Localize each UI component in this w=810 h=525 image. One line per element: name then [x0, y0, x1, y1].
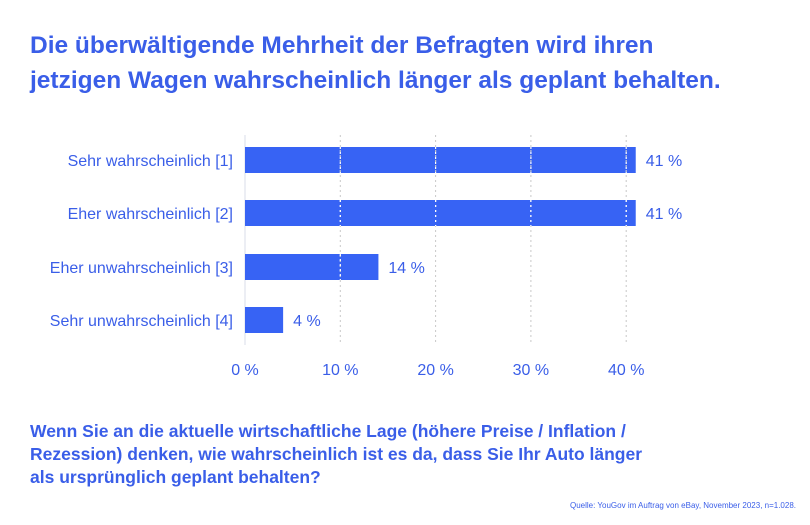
bar — [245, 147, 636, 173]
title-line-1: Die überwältigende Mehrheit der Befragte… — [30, 32, 654, 59]
data-label: 41 % — [646, 153, 682, 170]
category-label: Sehr wahrscheinlich [1] — [68, 153, 233, 170]
data-label: 14 % — [388, 260, 424, 277]
question-line-2: Rezession) denken, wie wahrscheinlich is… — [30, 444, 643, 464]
title-line-2: jetzigen Wagen wahrscheinlich länger als… — [30, 67, 721, 94]
bar — [245, 254, 379, 280]
category-label: Sehr unwahrscheinlich [4] — [50, 313, 233, 330]
category-label: Eher wahrscheinlich [2] — [68, 206, 233, 223]
source-note: Quelle: YouGov im Auftrag von eBay, Nove… — [570, 501, 796, 510]
category-label: Eher unwahrscheinlich [3] — [50, 260, 233, 277]
question-line-1: Wenn Sie an die aktuelle wirtschaftliche… — [30, 421, 626, 441]
question-line-3: als ursprünglich geplant behalten? — [30, 467, 321, 487]
x-tick-label: 0 % — [231, 362, 259, 379]
bar — [245, 307, 284, 333]
x-tick-label: 30 % — [513, 362, 549, 379]
data-label: 41 % — [646, 206, 682, 223]
chart-title: Die überwältigende Mehrheit der Befragte… — [30, 28, 721, 98]
x-tick-label: 20 % — [417, 362, 453, 379]
x-tick-label: 40 % — [608, 362, 644, 379]
x-tick-label: 10 % — [322, 362, 358, 379]
data-label: 4 % — [293, 313, 321, 330]
bar — [245, 200, 636, 226]
survey-question: Wenn Sie an die aktuelle wirtschaftliche… — [30, 420, 730, 489]
